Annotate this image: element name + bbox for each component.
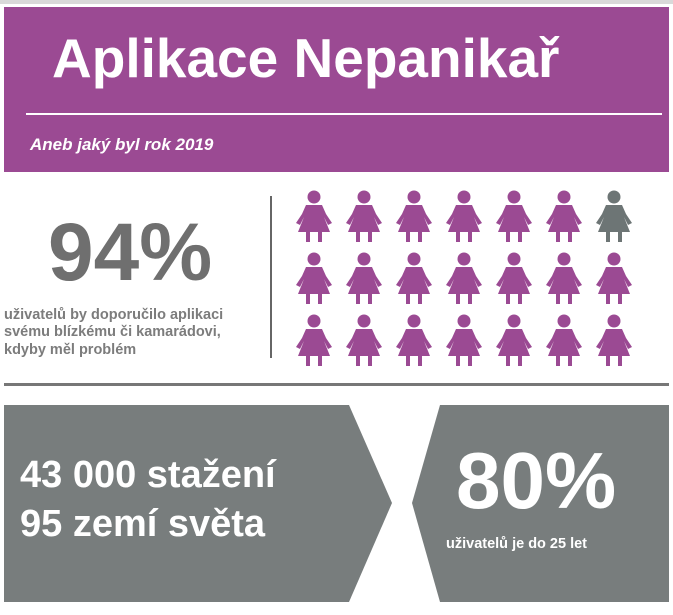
person-icon (344, 314, 384, 366)
person-icon (544, 252, 584, 304)
person-icon (294, 190, 334, 242)
person-icon (394, 190, 434, 242)
section-divider (4, 383, 669, 386)
age-description: uživatelů je do 25 let (446, 536, 588, 552)
age-percent: 80% (456, 436, 617, 525)
countries-count: 95 zemí světa (20, 502, 266, 545)
vertical-divider (270, 196, 272, 358)
downloads-count: 43 000 stažení (20, 454, 276, 496)
recommend-percent: 94% (48, 207, 213, 298)
age-panel: 80% uživatelů je do 25 let (412, 405, 669, 602)
person-icon (444, 314, 484, 366)
person-icon (594, 252, 634, 304)
person-icon (344, 190, 384, 242)
header-divider (26, 113, 662, 115)
person-icon (594, 190, 634, 242)
page-subtitle: Aneb jaký byl rok 2019 (30, 135, 214, 154)
downloads-panel-shape (4, 405, 392, 602)
person-icon (444, 190, 484, 242)
person-icon (394, 314, 434, 366)
header-banner: Aplikace Nepanikař Aneb jaký byl rok 201… (4, 7, 669, 172)
top-border-line (0, 0, 673, 4)
age-panel-shape (412, 405, 669, 602)
downloads-stats: 43 000 stažení 95 zemí světa (20, 451, 276, 548)
recommend-description: uživatelů by doporučilo aplikaci svému b… (4, 307, 224, 358)
person-pictogram (294, 190, 639, 370)
downloads-panel: 43 000 stažení 95 zemí světa (4, 405, 392, 602)
page-title: Aplikace Nepanikař (52, 27, 560, 89)
person-icon (444, 252, 484, 304)
person-icon (594, 314, 634, 366)
person-icon (294, 252, 334, 304)
person-icon (394, 252, 434, 304)
person-icon (544, 314, 584, 366)
person-icon (544, 190, 584, 242)
person-icon (494, 252, 534, 304)
person-icon (494, 190, 534, 242)
person-icon (494, 314, 534, 366)
person-icon (344, 252, 384, 304)
person-icon (294, 314, 334, 366)
